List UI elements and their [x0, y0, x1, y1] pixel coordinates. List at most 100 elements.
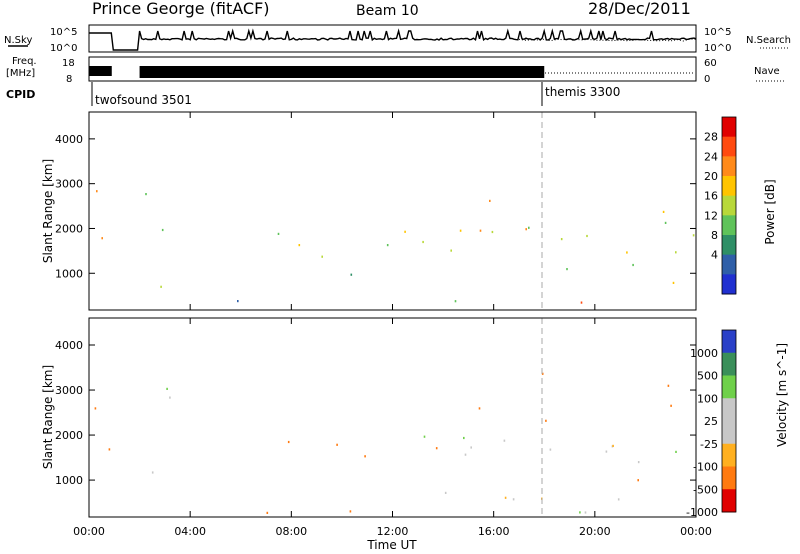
y-tick-label: 4000 [55, 133, 83, 146]
velocity-colorbar: 1000 500 100 25 -25 -100 -500 -1000 [686, 329, 737, 519]
data-cell [151, 471, 154, 474]
data-cell [404, 230, 406, 233]
power-x-axis-ticks [88, 112, 697, 310]
nsearch-label: N.Search [746, 35, 791, 46]
x-tick-label: 20:00 [579, 525, 611, 538]
x-tick-label: 04:00 [174, 525, 206, 538]
date-title: 28/Dec/2011 [588, 0, 691, 18]
power-panel: 1000 2000 3000 4000 Slant Range [km] [41, 111, 697, 311]
freq-tick-low: 8 [66, 74, 72, 85]
data-cell [463, 436, 465, 440]
data-cell [169, 396, 171, 399]
colorbar-tick-label: 100 [697, 392, 718, 405]
data-cell [454, 300, 457, 303]
data-cell [435, 447, 438, 450]
velocity-panel: 1000 2000 3000 4000 00:00 04:00 08:00 12:00 16:… [41, 317, 712, 552]
colorbar-tick-label: 16 [704, 190, 718, 203]
colorbar-frame [721, 329, 737, 513]
data-cell [479, 229, 482, 232]
velocity-x-axis: 00:00 04:00 08:00 12:00 16:00 20:00 00:00 [73, 318, 712, 538]
y-tick-label: 2000 [55, 222, 83, 235]
data-cell [503, 439, 506, 442]
colorbar-tick-label: 28 [704, 131, 718, 144]
velocity-y-axis: 1000 2000 3000 4000 [55, 339, 696, 487]
data-cell [450, 249, 452, 252]
data-cell [667, 384, 670, 387]
colorbar-swatch [722, 117, 736, 138]
data-cell [478, 407, 481, 410]
data-cell [580, 301, 583, 304]
data-cell [637, 461, 640, 464]
power-colorbar-label: Power [dB] [763, 179, 777, 244]
data-cell [541, 372, 544, 375]
data-cell [161, 228, 164, 232]
colorbar-tick-label: 20 [704, 170, 718, 183]
data-cell [504, 496, 507, 499]
data-cell [528, 226, 530, 229]
data-cell [675, 450, 677, 453]
data-cell [605, 450, 608, 453]
colorbar-swatch [722, 195, 736, 216]
data-cell [470, 446, 472, 449]
colorbar-swatch [722, 466, 736, 490]
nave-tick-low: 0 [704, 74, 710, 85]
colorbar-tick-label: 12 [704, 209, 718, 222]
power-colorbar: 28 24 20 16 12 8 4 [704, 116, 737, 295]
data-cell [489, 199, 491, 202]
data-cell [545, 419, 547, 422]
colorbar-swatch [722, 176, 736, 197]
data-cell [386, 244, 389, 247]
y-tick-label: 3000 [55, 178, 83, 191]
data-cell [108, 448, 111, 451]
colorbar-swatch [722, 398, 736, 422]
nsky-tick-high: 10^5 [50, 27, 77, 38]
colorbar-swatch [722, 136, 736, 157]
data-cell [566, 268, 568, 271]
data-cell [336, 443, 338, 446]
colorbar-swatch [722, 274, 736, 295]
cpid-segment-1: twofsound 3501 [95, 93, 192, 107]
freq-trace [89, 66, 545, 78]
y-tick-label: 4000 [55, 339, 83, 352]
power-y-label: Slant Range [km] [41, 159, 55, 263]
data-cell [145, 193, 147, 196]
data-cell [350, 273, 353, 276]
data-cell [617, 498, 620, 501]
freq-bar [139, 66, 545, 78]
colorbar-swatch [722, 235, 736, 256]
y-tick-label: 2000 [55, 429, 83, 442]
nsky-tick-low: 10^0 [50, 43, 77, 54]
data-cell [101, 237, 103, 240]
colorbar-tick-label: 24 [704, 150, 718, 163]
data-cell [586, 234, 588, 238]
data-cell [637, 479, 639, 482]
x-tick-label: 08:00 [275, 525, 307, 538]
colorbar-swatch [722, 421, 736, 445]
data-cell [664, 221, 667, 224]
x-tick-label: 00:00 [680, 525, 712, 538]
colorbar-swatch [722, 375, 736, 399]
data-cell [160, 285, 162, 288]
colorbar-swatch [722, 156, 736, 177]
nsky-trace [89, 28, 697, 51]
colorbar-tick-label: -25 [700, 438, 718, 451]
data-cell [584, 511, 587, 514]
nsearch-tick-high: 10^5 [704, 27, 731, 38]
colorbar-tick-label: 8 [711, 229, 718, 242]
data-cell [459, 229, 462, 232]
colorbar-tick-label: 4 [711, 249, 718, 262]
y-tick-label: 1000 [55, 474, 83, 487]
data-cell [422, 240, 424, 244]
colorbar-tick-label: 25 [704, 415, 718, 428]
nsearch-tick-low: 10^0 [704, 43, 731, 54]
x-axis-label: Time UT [366, 538, 417, 552]
colorbar-swatch [722, 215, 736, 236]
colorbar-swatch [722, 489, 736, 513]
data-cell [444, 491, 447, 494]
velocity-colorbar-label: Velocity [m s^-1] [775, 343, 789, 447]
data-cell [298, 244, 301, 247]
data-cell [692, 234, 695, 237]
colorbar-tick-label: -1000 [686, 506, 718, 519]
colorbar-swatch [722, 330, 736, 354]
colorbar-tick-label: -500 [693, 483, 718, 496]
